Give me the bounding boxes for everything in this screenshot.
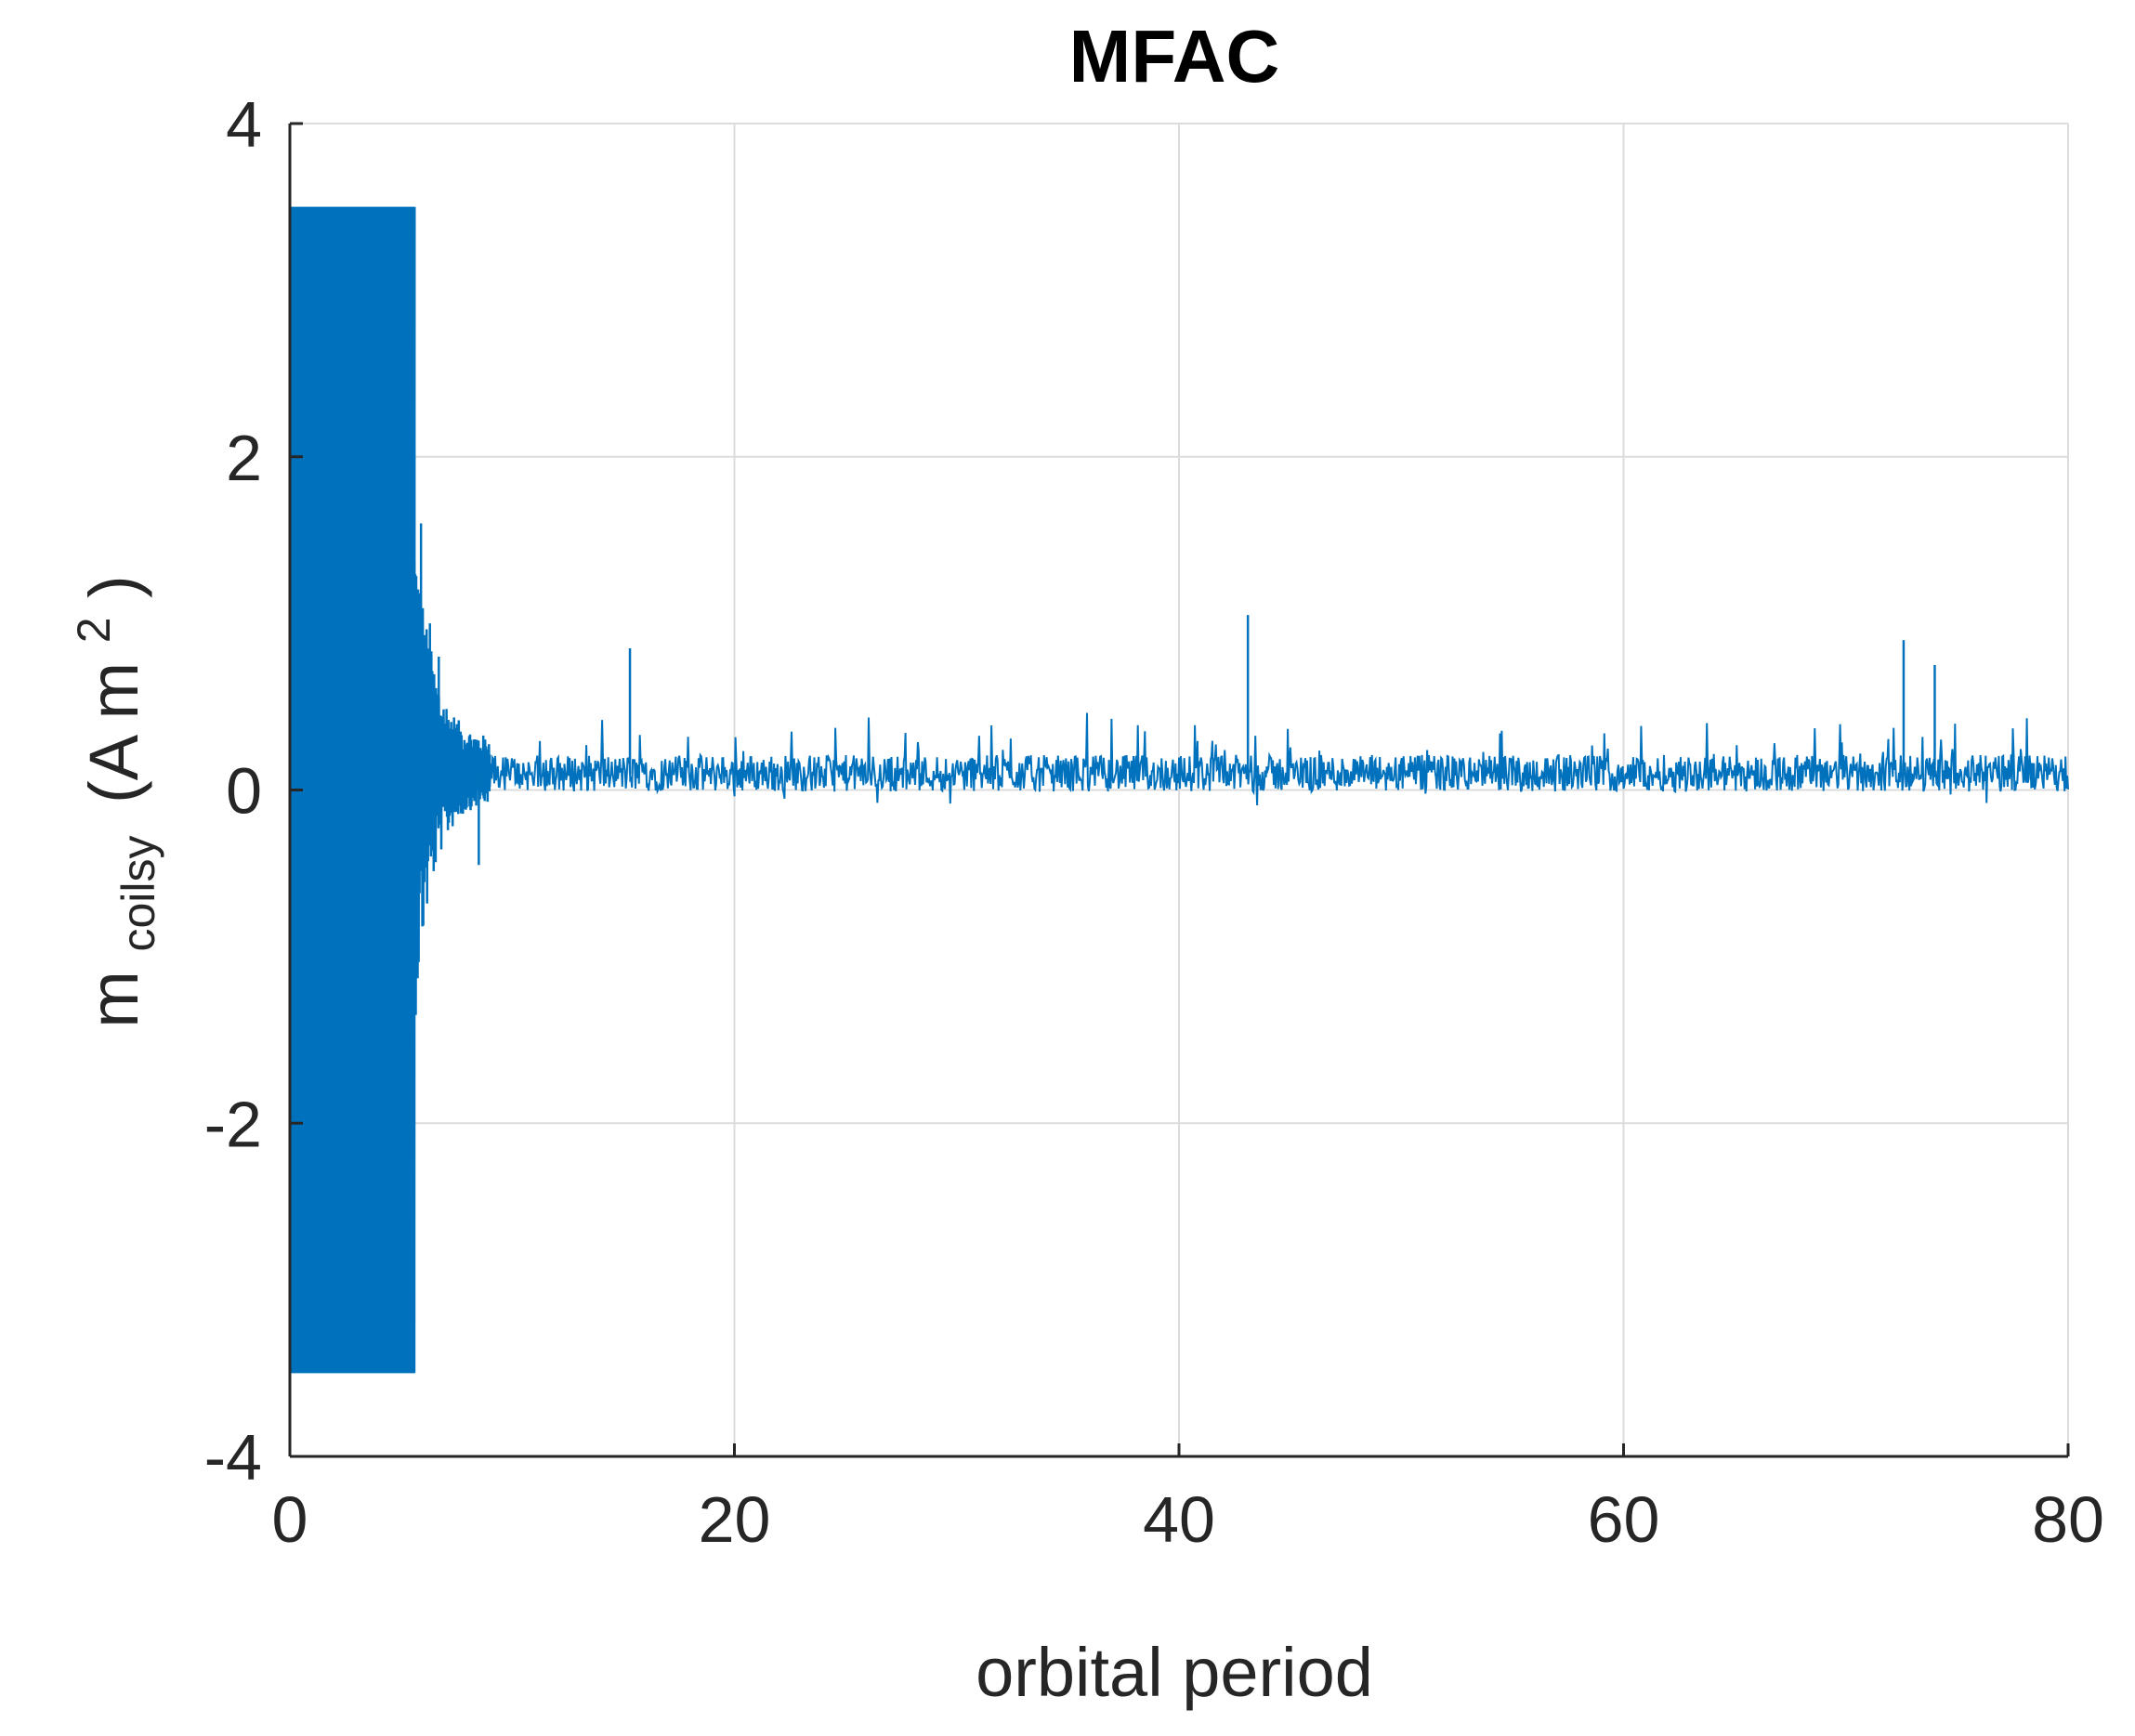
y-axis-label: m coilsy (A m 2 ) [47, 575, 169, 1028]
data-series [288, 206, 2069, 1374]
axes [288, 122, 2070, 1458]
y-axis-label-unit-close: ) [75, 575, 152, 598]
y-tick-label: -2 [204, 1088, 262, 1160]
y-axis-label-subscript: coilsy [112, 836, 164, 952]
y-axis-label-unit: (A m [75, 662, 152, 803]
x-axis-label: orbital period [976, 1634, 1373, 1711]
x-tick-label: 40 [1143, 1483, 1215, 1556]
x-tick-label: 20 [699, 1483, 771, 1556]
x-tick-label: 0 [272, 1483, 308, 1556]
x-tick-label: 80 [2032, 1483, 2104, 1556]
y-axis-label-superscript: 2 [68, 617, 120, 643]
y-tick-label: 2 [226, 422, 262, 494]
tick-labels: 0 20 40 60 80 -4 -2 0 2 4 [204, 88, 2104, 1556]
series-steady-segment [489, 712, 2069, 806]
y-tick-label: 4 [226, 88, 262, 161]
y-tick-label: -4 [204, 1421, 262, 1494]
chart-title: MFAC [1069, 15, 1280, 98]
y-tick-label: 0 [226, 755, 262, 828]
grid [289, 123, 2069, 1457]
x-tick-label: 60 [1588, 1483, 1660, 1556]
series-transient-segment [413, 561, 491, 1015]
y-axis-label-base: m [75, 971, 152, 1028]
series-saturated-fill [290, 206, 414, 1374]
